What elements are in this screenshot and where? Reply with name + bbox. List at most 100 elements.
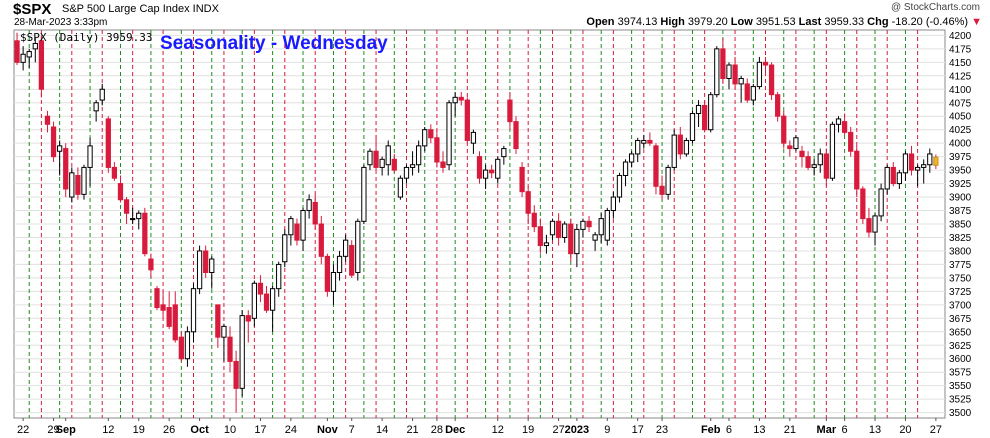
candle-body [823, 153, 829, 179]
candle-body [805, 156, 811, 168]
candle-body [854, 150, 860, 190]
candle-body [714, 48, 720, 96]
stockcharts-credit: @ StockCharts.com [890, 2, 980, 13]
y-tick-label: 3975 [949, 152, 972, 163]
candle-body [397, 177, 404, 198]
chg-value: -18.20 (-0.46%) [891, 16, 969, 28]
candle-body [209, 258, 215, 273]
y-tick-label: 3600 [949, 354, 972, 365]
candle-body [604, 210, 610, 241]
candle-body [635, 139, 641, 155]
candle-body [251, 282, 257, 319]
candle-body [203, 250, 209, 273]
candle-body [537, 226, 543, 247]
candle-body [87, 145, 93, 168]
candle-body [549, 220, 556, 236]
x-tick-label: 7 [349, 424, 355, 436]
y-tick-label: 3675 [949, 314, 972, 325]
candle-body [111, 166, 118, 179]
candle-body [726, 64, 732, 80]
candle-body [793, 137, 799, 150]
candle-body [105, 118, 111, 168]
open-value: 3974.13 [617, 16, 658, 28]
candle-body [653, 145, 659, 187]
candle-body [908, 153, 915, 171]
candle-body [848, 131, 854, 152]
candle-body [361, 166, 367, 222]
candle-body [142, 212, 148, 255]
candle-body [525, 191, 531, 214]
candle-body [14, 40, 20, 63]
x-tick-label: 14 [376, 424, 388, 436]
y-tick-label: 3725 [949, 287, 972, 298]
timestamp: 28-Mar-2023 3:33pm [14, 17, 108, 28]
candle-body [343, 239, 349, 257]
candle-body [768, 64, 775, 96]
candle-body [683, 139, 690, 155]
x-tick-label: 27 [552, 424, 564, 436]
ticker-symbol: $SPX [13, 1, 52, 18]
candle-body [446, 102, 452, 166]
candle-body [288, 218, 294, 236]
low-value: 3951.53 [755, 16, 796, 28]
candle-body [227, 336, 233, 362]
last-value: 3959.33 [824, 16, 865, 28]
candle-body [902, 153, 909, 174]
y-tick-label: 3950 [949, 166, 972, 177]
x-tick-label: 29 [47, 424, 59, 436]
candle-body [476, 156, 483, 179]
candle-body [756, 61, 763, 88]
candle-body [136, 212, 142, 220]
candle-body [409, 164, 416, 168]
candle-body [628, 153, 635, 163]
x-tick-label: 6 [726, 424, 732, 436]
candle-body [44, 115, 51, 125]
candle-body [580, 220, 586, 230]
candle-body [543, 242, 550, 247]
x-tick-label: 9 [604, 424, 610, 436]
candle-body [610, 196, 616, 212]
candle-body [872, 215, 878, 233]
candle-body [933, 156, 939, 166]
x-tick-label: 13 [869, 424, 881, 436]
candle-body [239, 315, 245, 389]
quote-line: Open 3974.13 High 3979.20 Low 3951.53 La… [586, 16, 982, 28]
x-tick-label: 12 [492, 424, 504, 436]
candle-body [257, 282, 264, 295]
x-tick-label: Oct [190, 424, 209, 436]
candle-body [312, 201, 318, 225]
candle-body [720, 48, 726, 79]
x-tick-label: 13 [753, 424, 765, 436]
candle-body [677, 134, 683, 155]
y-tick-label: 3500 [949, 408, 972, 419]
candle-body [117, 183, 124, 201]
x-tick-label: Dec [445, 424, 465, 436]
candle-body [379, 158, 385, 168]
candle-body [428, 129, 434, 139]
y-tick-label: 3900 [949, 193, 972, 204]
candle-body [811, 164, 817, 168]
candle-body [835, 118, 842, 125]
y-tick-label: 3525 [949, 395, 972, 406]
x-tick-label: 10 [224, 424, 236, 436]
candle-body [93, 102, 99, 112]
x-tick-label: 27 [930, 424, 942, 436]
candle-body [501, 148, 507, 158]
candle-body [781, 115, 787, 144]
x-tick-label: 2023 [565, 424, 589, 436]
y-tick-label: 4125 [949, 71, 972, 82]
candle-body [391, 158, 397, 171]
candle-body [355, 220, 361, 273]
candle-body [568, 223, 574, 255]
candle-body [349, 245, 355, 276]
candle-body [647, 139, 653, 144]
candle-body [641, 139, 647, 144]
candle-body [57, 145, 63, 152]
candle-body [762, 61, 769, 66]
chg-label: Chg [867, 16, 889, 28]
candle-body [178, 336, 184, 360]
candle-body [616, 175, 623, 198]
last-label: Last [798, 16, 822, 28]
candle-body [318, 223, 324, 257]
